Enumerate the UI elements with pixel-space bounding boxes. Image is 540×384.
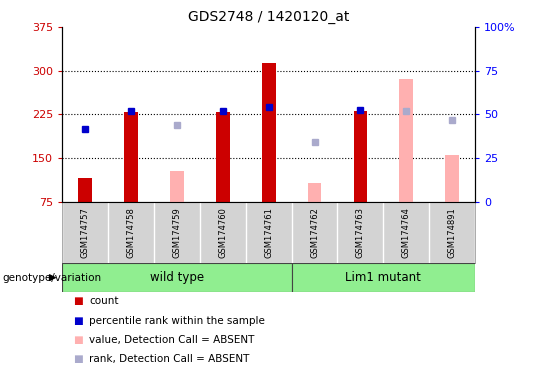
Text: GSM174757: GSM174757 [80,207,90,258]
Bar [446,155,459,202]
Bar [78,178,92,202]
Bar [216,113,229,202]
Bar [62,263,292,292]
Bar [292,263,475,292]
Bar [400,79,413,202]
Text: rank, Detection Call = ABSENT: rank, Detection Call = ABSENT [89,354,249,364]
Text: GSM174762: GSM174762 [310,207,319,258]
Text: GSM174758: GSM174758 [126,207,136,258]
Text: GSM174761: GSM174761 [264,207,273,258]
Text: percentile rank within the sample: percentile rank within the sample [89,316,265,326]
Bar [308,183,321,202]
Text: GSM174891: GSM174891 [448,207,457,258]
Text: genotype/variation: genotype/variation [3,273,102,283]
Text: ■: ■ [73,335,83,345]
Text: GSM174760: GSM174760 [218,207,227,258]
Text: wild type: wild type [150,271,204,284]
Text: ■: ■ [73,354,83,364]
Bar [262,63,275,202]
Text: value, Detection Call = ABSENT: value, Detection Call = ABSENT [89,335,254,345]
Text: Lim1 mutant: Lim1 mutant [346,271,421,284]
Text: GSM174759: GSM174759 [172,207,181,258]
Bar [170,171,184,202]
Text: count: count [89,296,119,306]
Text: GSM174763: GSM174763 [356,207,365,258]
Text: GSM174764: GSM174764 [402,207,411,258]
Text: ■: ■ [73,316,83,326]
Bar [124,113,138,202]
Bar [354,111,367,202]
Text: ■: ■ [73,296,83,306]
Title: GDS2748 / 1420120_at: GDS2748 / 1420120_at [188,10,349,25]
